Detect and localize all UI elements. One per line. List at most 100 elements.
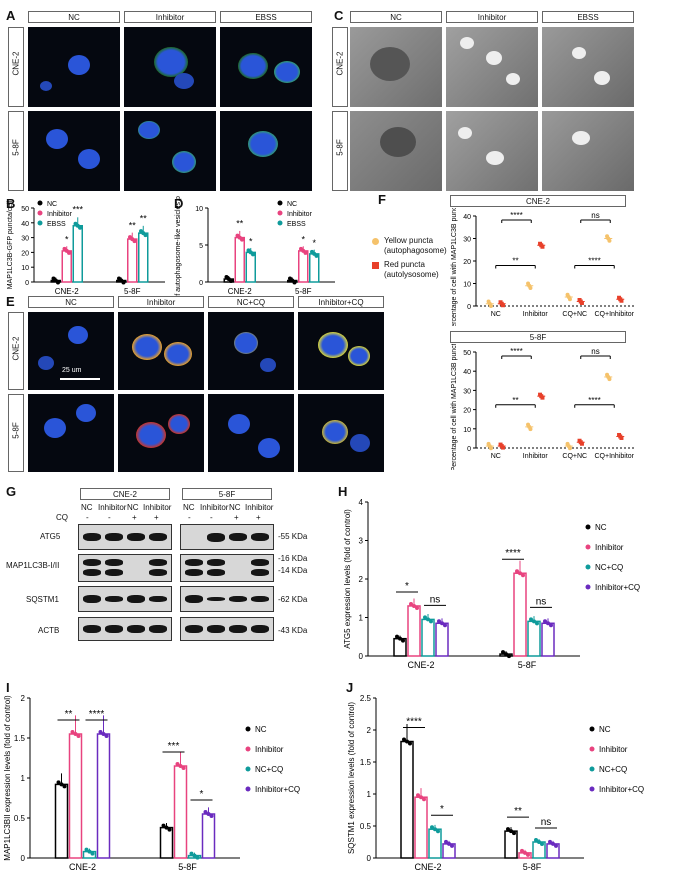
y-tick-label: 40 <box>21 221 29 228</box>
bar <box>61 250 72 283</box>
panel-c-col-ebss: EBSS <box>542 11 634 23</box>
legend-yellow-sub: (autophagosome) <box>384 246 447 255</box>
legend-label: EBSS <box>287 221 306 228</box>
y-tick-label: 40 <box>463 214 471 221</box>
nucleus-with-puncta <box>348 346 370 366</box>
x-tick-label: 5-8F <box>178 862 197 872</box>
legend-swatch <box>585 544 591 550</box>
y-tick-label: 0 <box>467 304 471 311</box>
panel-c-col-inhibitor: Inhibitor <box>446 11 538 23</box>
band <box>149 625 167 633</box>
y-tick-label: 0 <box>467 446 471 453</box>
y-tick-label: 2 <box>367 726 372 735</box>
data-point <box>76 734 81 738</box>
cq-sign: - <box>108 513 111 522</box>
y-tick-label: 1.5 <box>360 758 372 767</box>
lane-label: Inhibitor <box>98 503 127 512</box>
significance-label: *** <box>168 741 180 752</box>
em-c-cne2-nc <box>350 27 442 107</box>
data-point <box>546 621 550 626</box>
y-axis-label: No. of autophagosome-like vesicles per c… <box>175 196 182 296</box>
data-point <box>488 303 493 308</box>
bar <box>513 572 527 657</box>
nucleus-with-puncta <box>318 332 348 358</box>
nucleus-with-puncta <box>138 121 160 139</box>
legend-label: NC <box>595 523 607 532</box>
y-tick-label: 0.5 <box>14 814 26 823</box>
legend-label: NC <box>287 201 297 208</box>
data-point <box>121 280 126 285</box>
bar <box>414 796 428 859</box>
data-point <box>419 795 423 800</box>
vesicle <box>572 47 586 59</box>
panel-h-letter: H <box>338 484 348 499</box>
y-tick-label: 30 <box>463 388 471 395</box>
micrograph-e-cne2-inhibitorcq <box>298 312 384 390</box>
data-point <box>251 252 255 257</box>
nucleus <box>40 81 52 91</box>
data-point <box>504 652 508 657</box>
y-tick-label: 50 <box>21 206 29 213</box>
legend-label: Inhibitor+CQ <box>255 785 300 794</box>
y-tick-label: 50 <box>463 350 471 357</box>
band <box>207 569 225 576</box>
band <box>251 625 269 633</box>
panel-a-col-inhibitor: Inhibitor <box>124 11 216 23</box>
panel-c-row-58f: 5-8F <box>335 139 345 156</box>
micrograph-e-cne2-nc: 25 um <box>28 312 114 390</box>
band <box>127 595 145 603</box>
vesicle <box>460 37 474 49</box>
data-point <box>87 849 92 854</box>
nucleus-with-puncta <box>154 47 188 77</box>
x-tick-label: CQ+Inhibitor <box>595 453 635 460</box>
data-point <box>443 623 447 628</box>
data-point <box>303 250 308 255</box>
data-point <box>506 827 510 832</box>
data-point <box>101 732 106 736</box>
micrograph-e-cne2-nccq <box>208 312 294 390</box>
y-tick-label: 1 <box>21 774 26 783</box>
x-tick-label: 5-8F <box>518 660 537 670</box>
y-tick-label: 2 <box>359 575 364 584</box>
band <box>105 533 123 541</box>
data-point <box>488 446 493 451</box>
panel-a-row-cne2: CNE-2 <box>11 51 21 76</box>
data-point <box>59 782 64 787</box>
legend-label: EBSS <box>47 221 66 228</box>
band <box>149 559 167 566</box>
panel-a-row-frame-2 <box>8 111 24 191</box>
bar <box>173 765 188 859</box>
panel-e-letter: E <box>6 294 15 309</box>
y-tick-label: 40 <box>463 369 471 376</box>
data-point <box>206 812 211 816</box>
data-point <box>84 847 89 852</box>
legend-swatch <box>589 726 595 732</box>
data-point <box>56 280 60 285</box>
band <box>251 559 269 566</box>
bar <box>138 232 149 283</box>
legend-label: Inhibitor <box>255 745 284 754</box>
y-tick-label: 1 <box>367 790 372 799</box>
cq-sign: - <box>86 513 89 522</box>
bar <box>96 733 111 859</box>
data-point <box>209 814 214 818</box>
nucleus <box>174 73 194 89</box>
panel-a-col-nc: NC <box>28 11 120 23</box>
blot-actb-58f <box>180 617 274 641</box>
em-c-58f-ebss <box>542 111 634 191</box>
micrograph-e-58f-nc <box>28 394 114 472</box>
significance-label: *** <box>72 205 83 215</box>
nucleus-with-puncta <box>172 151 196 173</box>
data-point <box>175 762 180 766</box>
cq-sign: + <box>234 513 239 522</box>
band <box>251 596 269 602</box>
data-point <box>426 617 430 622</box>
data-point <box>619 298 624 303</box>
lane-label: Inhibitor <box>143 503 172 512</box>
nucleus-with-puncta <box>234 332 258 354</box>
nucleus-with-puncta <box>168 414 190 434</box>
panel-a-row-frame-1 <box>8 27 24 107</box>
lane-label: NC <box>229 503 241 512</box>
nucleus <box>260 358 276 372</box>
panel-b-letter: B <box>6 196 16 211</box>
